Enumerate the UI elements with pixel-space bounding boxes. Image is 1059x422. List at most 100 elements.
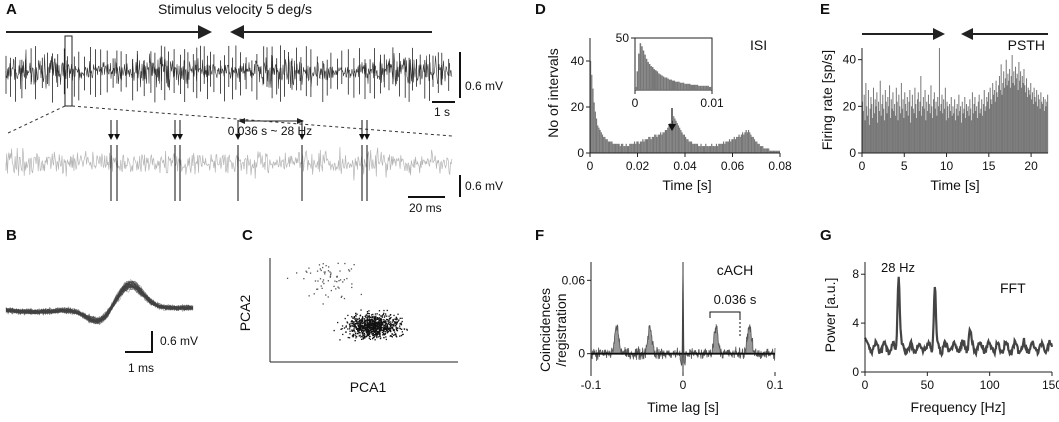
psth-bar	[1015, 78, 1017, 153]
pca-point	[360, 309, 362, 311]
pca-point	[381, 322, 383, 324]
psth-bar	[1000, 64, 1002, 153]
pca-point	[356, 335, 358, 338]
psth-bar	[905, 104, 907, 153]
pca-point	[394, 318, 396, 320]
inset-bar	[699, 85, 702, 90]
pca-point	[347, 336, 349, 339]
psth-bar	[976, 106, 978, 153]
e-xtick-label: 5	[901, 159, 908, 173]
pca-point	[329, 271, 331, 273]
pca-point	[325, 294, 327, 296]
inset-bar	[653, 69, 656, 90]
psth-bar	[981, 99, 983, 153]
inset-bar	[656, 71, 659, 90]
isi-bar	[629, 143, 631, 153]
pca-point	[348, 323, 351, 325]
psth-bar	[995, 80, 997, 153]
psth-bar	[898, 94, 900, 153]
pca-point	[352, 317, 354, 319]
spike-waveform	[5, 285, 194, 320]
inset-bar	[671, 80, 674, 90]
pca-point	[378, 327, 380, 329]
pca-point	[330, 274, 332, 276]
isi-bar	[599, 130, 601, 153]
panel-label-F: F	[535, 227, 544, 244]
pca-point	[382, 329, 384, 331]
pca-point	[372, 336, 374, 339]
pca-point	[373, 335, 375, 337]
pca-point	[369, 327, 371, 330]
pca-point	[399, 325, 401, 327]
pca-point	[383, 336, 385, 339]
pca-point	[362, 331, 365, 333]
pca-point	[385, 338, 387, 341]
pca-point	[314, 280, 317, 282]
pca-point	[388, 327, 391, 329]
spike-arrow-head	[235, 134, 241, 140]
isi-bar	[620, 143, 623, 153]
pca-point	[386, 327, 389, 329]
isi-bar	[628, 146, 630, 153]
isi-bar	[641, 141, 643, 153]
psth-bar	[933, 92, 935, 153]
pca-point	[363, 328, 365, 330]
pca-point	[359, 324, 361, 326]
psth-bar	[1042, 97, 1044, 153]
pca-point	[388, 330, 390, 333]
psth-bar	[1043, 111, 1045, 153]
isi-bar	[693, 143, 695, 153]
pca-point	[383, 312, 385, 314]
pca-point	[351, 330, 353, 332]
pca-point	[359, 332, 361, 334]
psth-bar	[881, 104, 883, 153]
psth-bar	[986, 97, 988, 153]
isi-bar	[750, 134, 752, 153]
pca-point	[354, 340, 356, 342]
pca-point	[336, 275, 338, 277]
isi-bar	[759, 146, 761, 153]
panel-label-A: A	[6, 1, 17, 18]
psth-bar	[908, 101, 910, 153]
pca-point	[385, 330, 388, 332]
pca-point	[402, 333, 404, 335]
psth-bar	[916, 118, 918, 153]
psth-bar	[944, 87, 946, 153]
psth-bar	[903, 118, 905, 153]
pca-point	[316, 270, 319, 272]
pca-point	[380, 329, 383, 331]
pca-point	[395, 317, 398, 319]
pca-point	[351, 322, 354, 325]
pca-point	[390, 326, 393, 328]
inset-bar	[702, 85, 705, 90]
isi-bar	[738, 134, 740, 153]
psth-bar	[1020, 87, 1022, 153]
stimulus-arrow-left-head	[230, 25, 244, 39]
isi-bar	[755, 141, 757, 153]
psth-bar	[999, 90, 1001, 153]
pca-point	[388, 319, 390, 321]
pca-point	[374, 326, 376, 328]
pca-point	[309, 272, 312, 274]
e-xtick-label: 20	[1024, 159, 1038, 173]
spike-waveform	[5, 281, 194, 323]
pca-point	[373, 324, 375, 326]
isi-bar	[698, 146, 700, 153]
pca-point	[367, 326, 369, 328]
pca-point	[327, 296, 329, 298]
pca-point	[353, 334, 355, 336]
pca-point	[361, 335, 363, 337]
pca-point	[359, 329, 362, 331]
pca-point	[379, 335, 381, 337]
pca-point	[322, 281, 324, 283]
pca-point	[363, 327, 365, 329]
pca-point	[362, 337, 365, 340]
isi-bar	[670, 125, 672, 153]
spike-waveform	[5, 282, 194, 322]
panel-label-E: E	[820, 1, 830, 18]
spike-waveform	[5, 286, 194, 322]
pca-point	[346, 322, 349, 324]
psth-bar	[955, 108, 957, 153]
pca-point	[401, 334, 404, 336]
psth-bar	[897, 120, 899, 153]
